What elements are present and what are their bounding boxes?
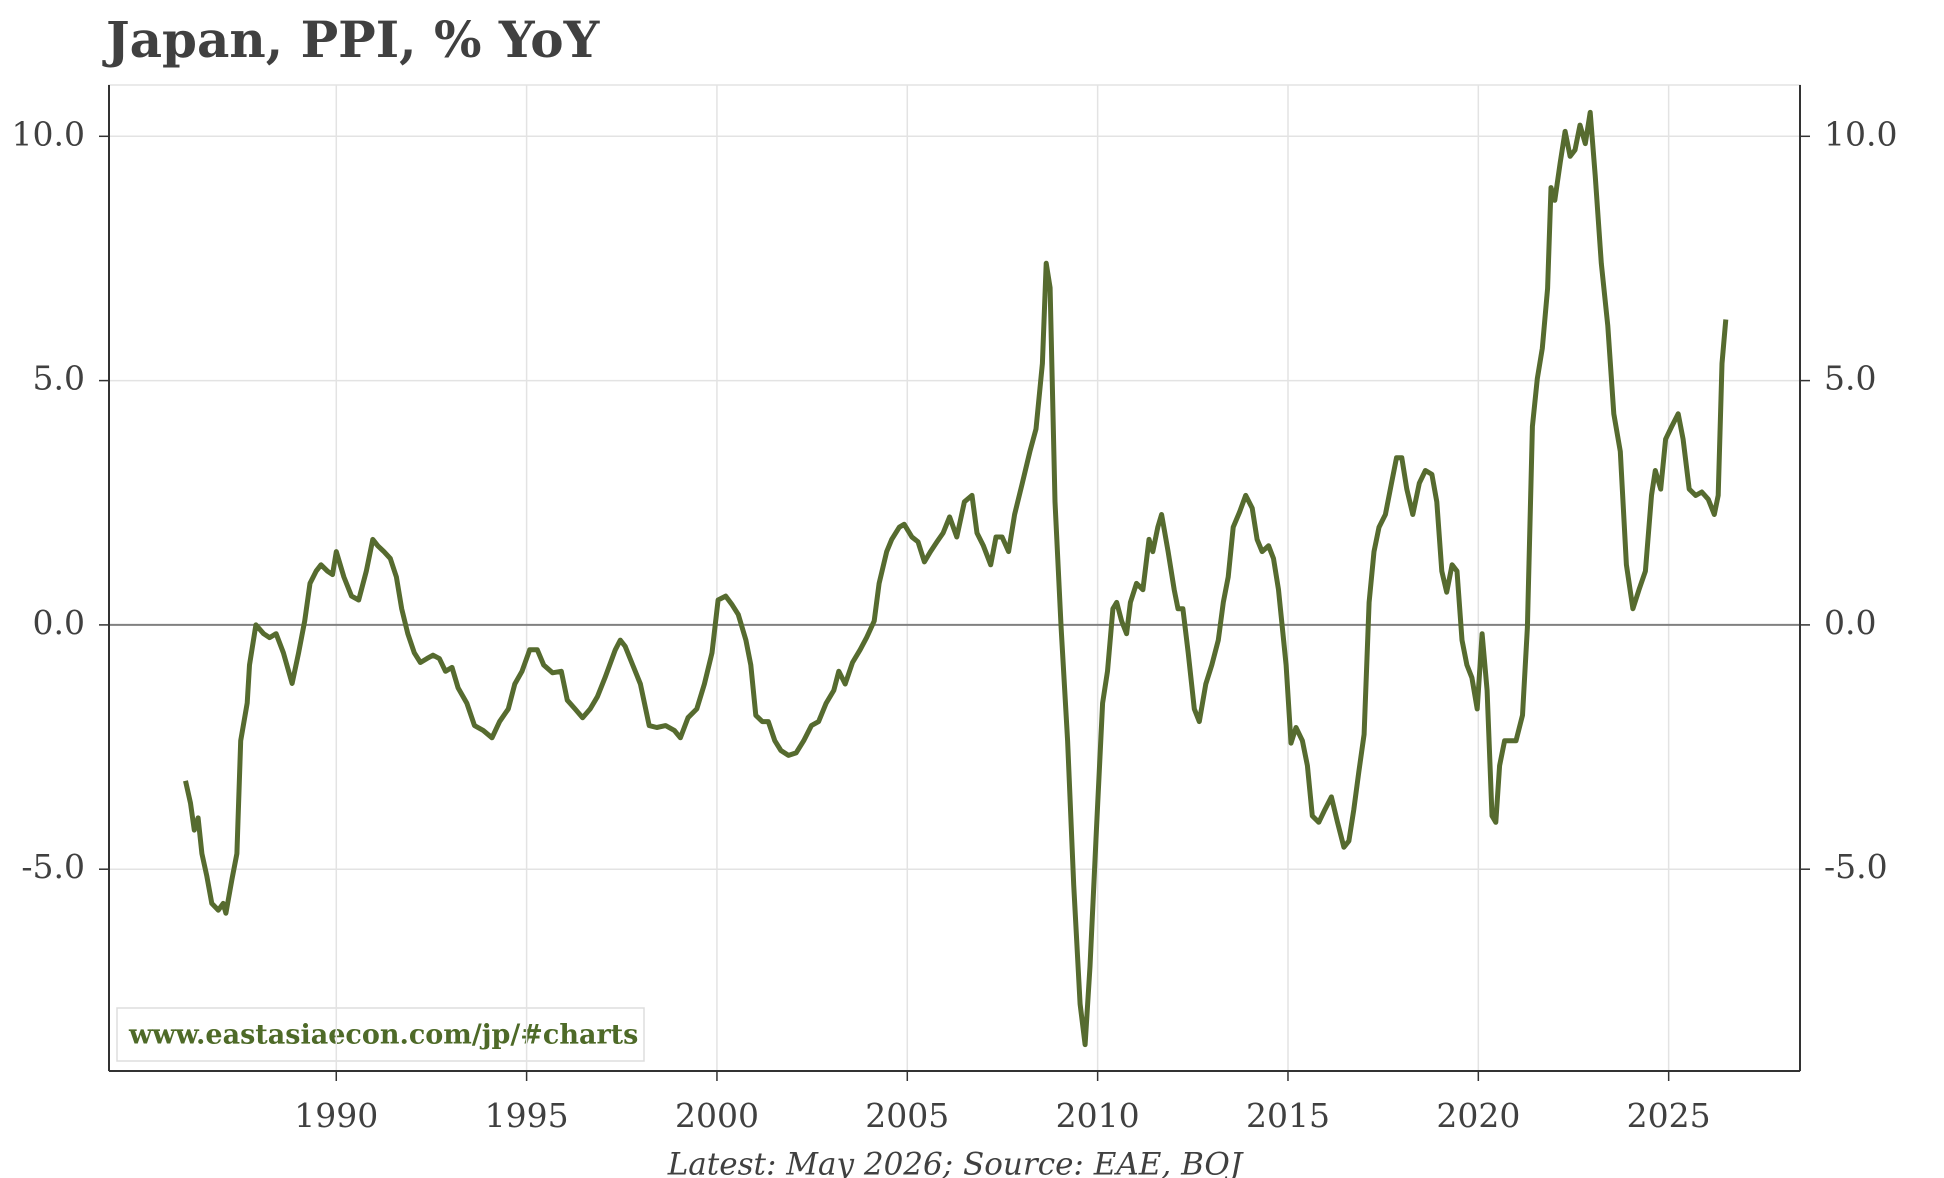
- watermark: www.eastasiaecon.com/jp/#charts: [128, 1020, 638, 1051]
- y2-tick-label: 0.0: [1824, 603, 1876, 642]
- y-tick-label: 10.0: [12, 114, 85, 153]
- watermark-box: [116, 1007, 645, 1062]
- x-tick-label: 2020: [1436, 1096, 1520, 1135]
- x-tick-label: 2015: [1246, 1096, 1330, 1135]
- y-tick-label: 5.0: [33, 359, 85, 398]
- chart-title: Japan, PPI, % YoY: [102, 10, 601, 69]
- x-tick-label: 2005: [865, 1096, 949, 1135]
- y-tick-label: 0.0: [33, 603, 85, 642]
- y-tick-label: -5.0: [21, 847, 85, 886]
- x-tick-label: 1990: [294, 1096, 378, 1135]
- x-tick-label: 2000: [675, 1096, 759, 1135]
- y2-tick-label: 10.0: [1824, 114, 1897, 153]
- x-tick-label: 2010: [1056, 1096, 1140, 1135]
- series-line: [183, 109, 1729, 1048]
- y2-tick-label: 5.0: [1824, 359, 1876, 398]
- x-tick-label: 2025: [1627, 1096, 1711, 1135]
- y2-tick-label: -5.0: [1824, 847, 1888, 886]
- x-tick-label: 1995: [485, 1096, 569, 1135]
- footnote: Latest: May 2026; Source: EAE, BOJ: [667, 1147, 1244, 1178]
